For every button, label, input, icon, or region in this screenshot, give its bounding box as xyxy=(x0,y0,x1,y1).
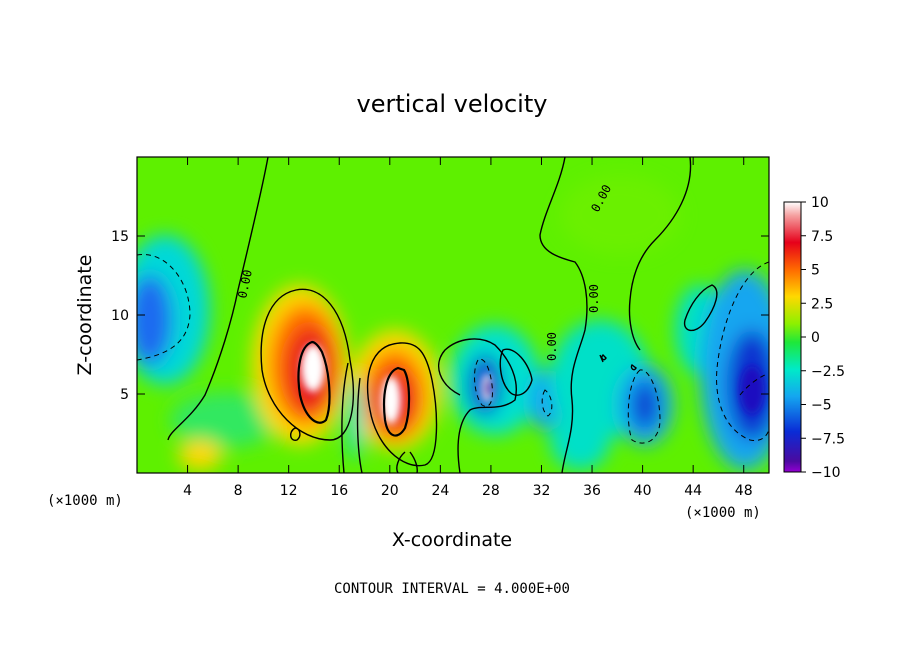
contour-zero xyxy=(167,157,269,441)
contour-zero xyxy=(683,284,718,332)
colorbar-tick-label: 7.5 xyxy=(811,229,833,245)
colorbar-tick-label: 10 xyxy=(811,195,829,211)
contour-lines-negative xyxy=(137,253,769,444)
colorbar-tick-label: −2.5 xyxy=(811,364,845,380)
contour-zero xyxy=(499,348,533,396)
x-axis: 4 8 12 16 20 24 28 32 36 40 44 48 xyxy=(183,157,753,499)
colorbar-tick-label: −10 xyxy=(811,465,841,481)
x-tick-label: 16 xyxy=(330,483,348,499)
contour-zero xyxy=(260,288,355,441)
contour-negative xyxy=(474,358,493,407)
x-tick-label: 12 xyxy=(280,483,298,499)
colorbar-tick-label: 0 xyxy=(811,330,820,346)
colorbar-gradient xyxy=(783,201,802,473)
x-unit-left: (×1000 m) xyxy=(47,493,123,509)
contour-negative xyxy=(627,369,661,444)
colorbar-tick-label: 5 xyxy=(811,263,820,279)
contour-lines xyxy=(167,157,718,473)
contour-zero xyxy=(438,338,517,473)
x-unit-right: (×1000 m) xyxy=(685,505,761,521)
contour-label: 0.00 xyxy=(235,268,255,299)
x-tick-label: 24 xyxy=(431,483,449,499)
contour-negative xyxy=(739,374,766,396)
colorbar: 10 7.5 5 2.5 0 −2.5 −5 −7.5 −10 xyxy=(783,195,845,481)
x-tick-label: 44 xyxy=(684,483,702,499)
contour-zero xyxy=(539,157,588,473)
blob xyxy=(178,440,222,470)
x-axis-title: X-coordinate xyxy=(392,529,512,551)
contour-zero xyxy=(628,157,692,351)
contour-zero xyxy=(341,362,349,473)
y-axis-title: Z-coordinate xyxy=(74,255,96,376)
heatmap-cores xyxy=(301,344,764,424)
x-tick-label: 36 xyxy=(583,483,601,499)
contour-zero xyxy=(599,354,637,371)
blob xyxy=(347,380,363,460)
contour-zero xyxy=(396,451,418,473)
x-tick-label: 28 xyxy=(482,483,500,499)
y-tick-label: 15 xyxy=(111,229,129,245)
contour-level xyxy=(382,366,411,437)
y-axis: 5 10 15 xyxy=(111,229,769,403)
colorbar-tick-label: −7.5 xyxy=(811,431,845,447)
x-tick-label: 48 xyxy=(735,483,753,499)
colorbar-ticks: 10 7.5 5 2.5 0 −2.5 −5 −7.5 −10 xyxy=(801,195,845,481)
colorbar-tick-label: −5 xyxy=(811,398,832,414)
core xyxy=(740,366,764,414)
colorbar-tick-label: 2.5 xyxy=(811,296,833,312)
blob xyxy=(560,175,680,255)
contour-label: 0.00 xyxy=(545,332,559,361)
core xyxy=(484,378,492,398)
x-tick-label: 32 xyxy=(533,483,551,499)
blob xyxy=(137,275,172,365)
chart-title: vertical velocity xyxy=(357,90,548,118)
blob xyxy=(633,381,657,429)
contour-label: 0.00 xyxy=(587,284,601,313)
x-tick-label: 20 xyxy=(381,483,399,499)
contour-level xyxy=(297,340,331,424)
contour-interval-note: CONTOUR INTERVAL = 4.000E+00 xyxy=(334,581,570,597)
contour-lines-strong xyxy=(297,340,411,437)
core xyxy=(301,344,325,392)
y-tick-label: 10 xyxy=(111,308,129,324)
contour-negative xyxy=(137,253,191,361)
contour-negative xyxy=(541,389,553,417)
y-tick-label: 5 xyxy=(120,387,129,403)
blob xyxy=(550,410,610,470)
contour-zero xyxy=(367,342,438,467)
x-tick-label: 4 xyxy=(183,483,192,499)
x-tick-label: 8 xyxy=(234,483,243,499)
x-tick-label: 40 xyxy=(634,483,652,499)
contour-zero xyxy=(356,377,363,473)
heatmap-field: 0.00 0.00 0.00 0.00 xyxy=(137,157,769,473)
contour-negative xyxy=(716,261,769,441)
contour-zero xyxy=(290,427,301,441)
